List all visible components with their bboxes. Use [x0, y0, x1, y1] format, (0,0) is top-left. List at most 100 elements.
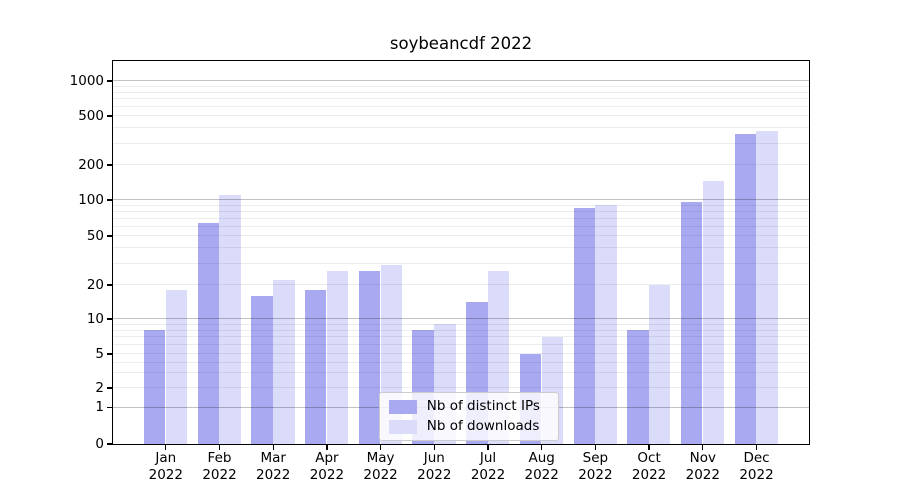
x-tick — [487, 444, 489, 451]
y-tick — [107, 235, 113, 237]
bar-distinct-ips — [305, 289, 327, 444]
x-tick — [272, 444, 274, 451]
gridline — [112, 344, 809, 346]
gridline — [112, 225, 809, 227]
bar-distinct-ips — [143, 329, 166, 444]
plot-area: Nb of distinct IPs Nb of downloads — [111, 59, 810, 445]
y-tick — [107, 353, 113, 355]
x-tick — [755, 444, 758, 451]
y-tick — [107, 80, 113, 82]
bar-downloads — [702, 180, 725, 444]
y-tick — [107, 284, 113, 286]
gridline — [112, 284, 809, 286]
bar-downloads — [595, 205, 617, 444]
x-tick — [326, 444, 328, 451]
gridline — [112, 318, 809, 320]
y-tick-label: 100 — [78, 192, 104, 208]
x-tick-label: Mar 2022 — [256, 450, 291, 483]
bar-distinct-ips — [573, 208, 595, 444]
x-tick-label: Aug 2022 — [524, 450, 559, 483]
bar-downloads — [165, 289, 188, 444]
x-tick — [648, 444, 650, 451]
x-tick — [165, 444, 167, 451]
bar-distinct-ips — [734, 133, 757, 444]
bar-downloads — [649, 284, 671, 444]
bar-distinct-ips — [358, 270, 381, 444]
y-tick-label: 1000 — [69, 73, 104, 89]
y-tick — [107, 115, 113, 117]
gridline — [112, 235, 809, 237]
gridline — [112, 142, 809, 144]
chart-title: soybeancdf 2022 — [389, 34, 533, 53]
gridline — [112, 353, 809, 355]
x-tick-label: Jan 2022 — [148, 450, 183, 483]
x-tick-label: Nov 2022 — [685, 450, 720, 483]
gridline — [112, 387, 809, 389]
gridline — [112, 217, 809, 219]
gridline — [112, 329, 809, 331]
y-tick-label: 500 — [78, 108, 104, 124]
x-tick-label: Sep 2022 — [578, 450, 613, 483]
y-tick-label: 50 — [86, 228, 104, 244]
x-tick-label: Oct 2022 — [631, 450, 667, 483]
gridline — [112, 199, 809, 201]
bar-downloads — [756, 130, 778, 444]
x-tick — [541, 444, 543, 451]
gridline — [112, 98, 809, 100]
y-tick — [107, 387, 113, 389]
gridline — [112, 91, 809, 93]
y-tick-label: 1 — [95, 399, 104, 416]
gridline — [112, 106, 809, 108]
x-tick — [433, 444, 435, 451]
bar-downloads — [273, 279, 295, 444]
gridline — [112, 204, 809, 206]
x-tick-label: May 2022 — [363, 450, 398, 483]
gridline — [112, 115, 809, 117]
x-tick-label: Jun 2022 — [417, 450, 452, 483]
x-tick-label: Apr 2022 — [309, 450, 345, 483]
bar-downloads — [326, 270, 349, 444]
y-tick-label: 10 — [86, 311, 104, 327]
y-tick — [107, 164, 113, 166]
legend-label-distinct-ips: Nb of distinct IPs — [426, 398, 540, 415]
legend: Nb of distinct IPs Nb of downloads — [378, 392, 559, 442]
legend-item-downloads: Nb of downloads — [388, 418, 549, 435]
gridline — [112, 210, 809, 212]
y-tick — [107, 406, 113, 408]
gridline — [112, 262, 809, 264]
x-tick — [379, 444, 382, 451]
y-tick-label: 2 — [95, 380, 104, 396]
x-tick — [218, 444, 221, 451]
bar-downloads — [219, 194, 241, 444]
gridline — [112, 361, 809, 363]
bar-distinct-ips — [197, 222, 220, 444]
y-tick-label: 5 — [95, 346, 104, 362]
legend-swatch-downloads — [388, 420, 417, 434]
y-tick-label: 20 — [86, 277, 104, 293]
gridline — [112, 323, 809, 325]
y-tick — [107, 318, 113, 320]
x-tick-label: Jul 2022 — [470, 450, 506, 483]
bar-distinct-ips — [680, 202, 703, 444]
gridline — [112, 127, 809, 129]
y-tick — [107, 199, 113, 201]
y-tick-label: 200 — [78, 157, 104, 173]
gridline — [112, 80, 809, 82]
gridline — [112, 247, 809, 249]
legend-swatch-distinct-ips — [388, 400, 417, 414]
legend-item-distinct-ips: Nb of distinct IPs — [388, 398, 549, 415]
y-tick-label: 0 — [95, 436, 104, 452]
x-tick — [594, 444, 597, 451]
x-tick — [702, 444, 704, 451]
x-tick-label: Dec 2022 — [739, 450, 774, 483]
gridline — [112, 85, 809, 87]
bar-distinct-ips — [627, 329, 649, 444]
gridline — [112, 336, 809, 338]
bar-distinct-ips — [251, 295, 273, 444]
gridline — [112, 372, 809, 374]
legend-label-downloads: Nb of downloads — [426, 418, 540, 435]
x-tick-label: Feb 2022 — [202, 450, 237, 483]
y-tick — [107, 443, 113, 445]
gridline — [112, 164, 809, 166]
